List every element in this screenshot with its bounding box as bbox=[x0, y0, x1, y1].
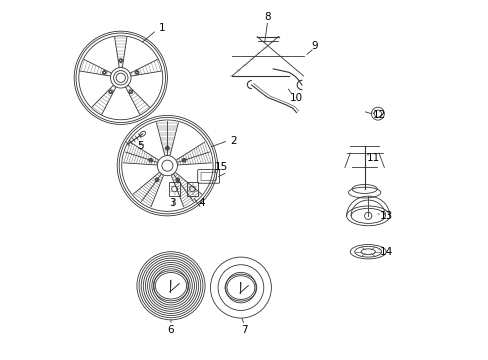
Text: 6: 6 bbox=[167, 325, 174, 334]
Text: 10: 10 bbox=[289, 93, 303, 103]
Text: 15: 15 bbox=[214, 162, 227, 172]
Text: 1: 1 bbox=[159, 23, 165, 33]
Text: 12: 12 bbox=[371, 111, 385, 121]
Text: 7: 7 bbox=[241, 325, 247, 334]
Text: 4: 4 bbox=[198, 198, 204, 208]
Text: 8: 8 bbox=[264, 12, 270, 22]
Text: 2: 2 bbox=[230, 136, 237, 145]
Text: 5: 5 bbox=[137, 141, 143, 151]
Text: 9: 9 bbox=[310, 41, 317, 50]
Text: 11: 11 bbox=[366, 153, 380, 163]
Text: 14: 14 bbox=[379, 247, 392, 257]
Text: 3: 3 bbox=[169, 198, 176, 208]
Text: 13: 13 bbox=[379, 211, 392, 221]
